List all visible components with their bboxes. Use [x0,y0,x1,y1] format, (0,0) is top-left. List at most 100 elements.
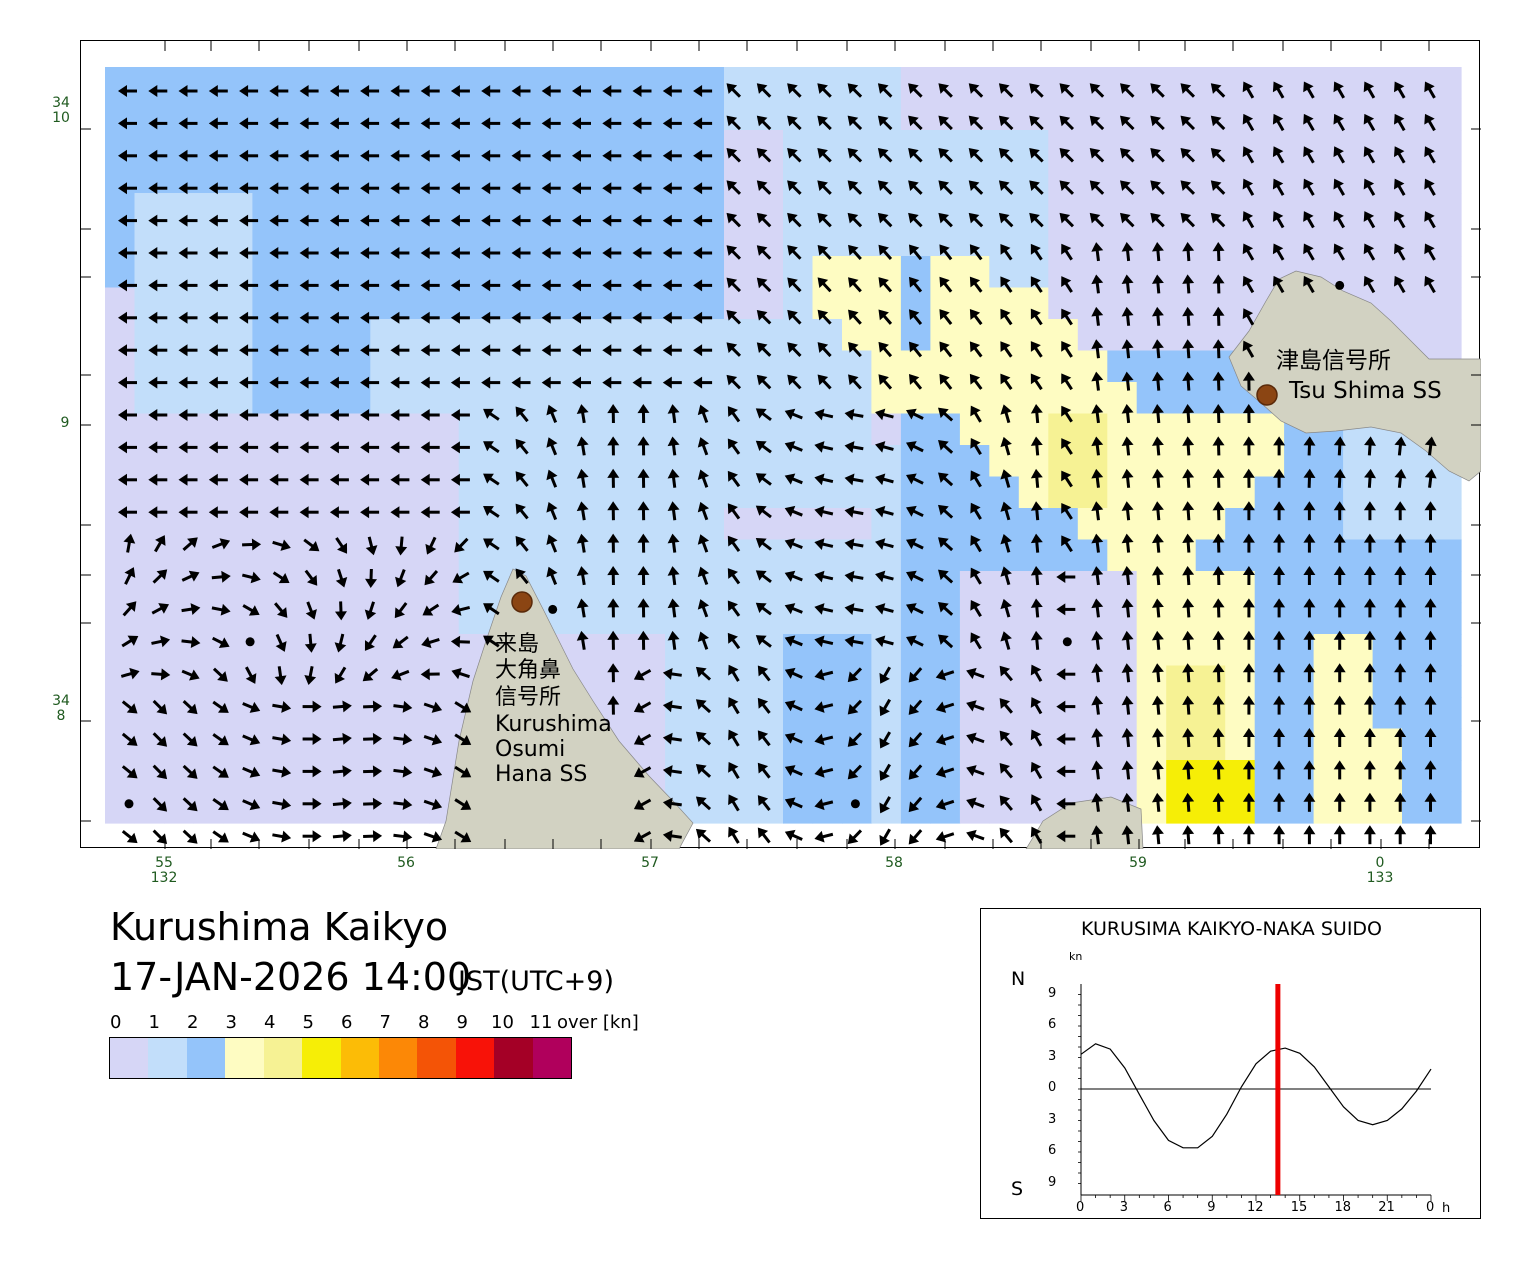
current-arrow [1363,178,1376,196]
current-arrow [1030,404,1043,424]
speed-cell [281,728,312,761]
speed-cell [1225,256,1256,289]
current-arrow [998,212,1014,228]
current-arrow [877,180,893,195]
current-arrow [1394,760,1407,780]
tide-x-tick-label: 0 [1426,1200,1435,1215]
current-arrow [756,277,772,293]
speed-cell [370,634,401,667]
current-arrow [304,666,317,685]
current-arrow [1394,501,1407,521]
current-arrow [908,83,923,98]
current-arrow [121,732,138,746]
current-arrow [938,83,953,98]
speed-cell [1431,319,1462,352]
tide-x-tick-label: 6 [1163,1200,1172,1215]
current-arrow [1091,760,1104,780]
current-arrow [1061,243,1073,261]
current-arrow [637,566,650,586]
speed-cell [1431,287,1462,320]
speed-cell [665,445,696,478]
current-arrow [1212,566,1225,586]
current-arrow [756,115,772,131]
current-arrow [423,831,443,843]
legend-swatch [378,1038,418,1078]
current-arrow [363,700,383,713]
speed-cell [1402,161,1433,194]
current-arrow [152,732,168,747]
current-arrow [423,701,443,713]
speed-cell [488,445,519,478]
current-arrow [450,635,470,648]
current-arrow [662,829,682,842]
current-arrow [847,732,863,747]
speed-cell [1431,98,1462,131]
speed-cell [1431,161,1462,194]
speed-cell [753,665,784,698]
current-arrow [1182,306,1195,326]
legend-swatch [302,1038,341,1078]
speed-cell [399,539,430,572]
current-arrow [908,341,923,358]
current-arrow [633,831,652,843]
speed-cell [783,130,814,163]
current-arrow [1000,631,1012,650]
speed-cell [193,697,224,730]
current-arrow [1091,501,1104,521]
current-arrow [814,668,834,681]
speed-cell [1107,665,1138,698]
current-arrow [875,603,894,615]
current-arrow [784,603,803,615]
current-arrow [632,117,652,130]
current-arrow [242,538,262,551]
speed-cell [1225,193,1256,226]
current-arrow [450,441,470,454]
current-arrow [299,247,319,259]
current-arrow [1091,306,1104,326]
speed-cell [1372,539,1403,572]
speed-cell [989,161,1020,194]
current-arrow [1061,438,1073,455]
speed-cell [105,224,136,257]
current-arrow [420,117,440,130]
current-arrow [118,473,137,486]
speed-cell [547,350,578,383]
current-arrow [1394,792,1407,812]
current-arrow [1000,469,1012,488]
current-arrow [393,733,413,746]
current-arrow [1303,663,1316,683]
current-arrow [242,701,261,713]
current-arrow [546,437,558,456]
current-arrow [784,797,803,809]
speed-cell [193,634,224,667]
speed-cell [1166,224,1197,257]
legend-swatch [110,1038,149,1078]
current-arrow [450,473,470,486]
current-arrow [329,85,349,97]
current-arrow [970,632,982,650]
current-arrow [1150,180,1165,195]
current-arrow [299,279,319,292]
current-arrow [1056,765,1076,778]
speed-cell [1402,791,1433,824]
speed-cell [105,445,136,478]
speed-cell [1431,476,1462,509]
speed-cell [1136,539,1167,572]
current-arrow [178,85,198,97]
current-arrow [1394,630,1407,650]
current-arrow [1424,695,1437,715]
current-arrow [935,733,955,746]
current-arrow [637,501,650,521]
current-arrow [1363,501,1376,521]
current-arrow [662,732,682,745]
current-arrow [420,311,440,324]
current-arrow [420,279,440,292]
speed-cell [989,130,1020,163]
current-arrow [572,311,591,324]
current-arrow [1273,792,1286,812]
current-arrow [1333,501,1346,521]
speed-cell [959,67,990,100]
current-arrow [576,533,589,553]
speed-cell [1343,161,1374,194]
current-arrow [966,829,985,842]
